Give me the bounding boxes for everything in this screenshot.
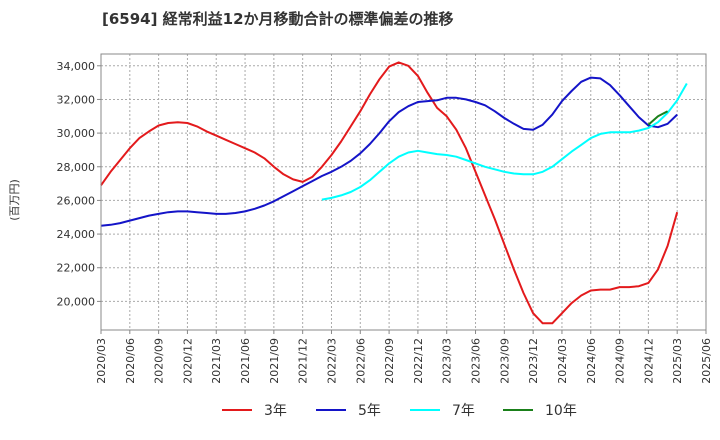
x-tick-label: 2023/03 <box>441 338 454 384</box>
x-tick-label: 2023/12 <box>527 338 540 384</box>
x-tick-label: 2020/12 <box>181 338 194 384</box>
x-tick-label: 2021/12 <box>297 338 310 384</box>
series-line-1 <box>100 61 679 325</box>
series-line-3 <box>321 83 688 201</box>
y-ticks: 20,000 22,000 24,000 26,000 28,000 30,000 32,0… <box>57 60 101 308</box>
chart-title: [6594] 経常利益12か月移動合計の標準偏差の推移 <box>102 10 454 28</box>
y-tick-label: 26,000 <box>57 194 96 207</box>
y-tick-label: 20,000 <box>57 295 96 308</box>
x-tick-label: 2022/03 <box>325 338 338 384</box>
series-line-4 <box>647 110 669 126</box>
y-tick-label: 28,000 <box>57 161 96 174</box>
y-tick-label: 30,000 <box>57 127 96 140</box>
x-tick-label: 2022/06 <box>354 338 367 384</box>
x-tick-label: 2021/09 <box>268 338 281 384</box>
x-tick-label: 2020/09 <box>153 338 166 384</box>
x-tick-label: 2021/06 <box>239 338 252 384</box>
x-tick-label: 2024/12 <box>642 338 655 384</box>
x-tick-label: 2020/06 <box>124 338 137 384</box>
legend-label: 7年 <box>452 403 475 419</box>
series-layer <box>100 61 688 325</box>
legend-label: 5年 <box>358 403 381 419</box>
x-tick-label: 2023/06 <box>470 338 483 384</box>
x-ticks: 2020/03 2020/06 2020/09 2020/12 2021/03 2021/… <box>95 330 713 384</box>
x-tick-label: 2021/03 <box>210 338 223 384</box>
legend-label: 10年 <box>545 403 577 419</box>
legend-label: 3年 <box>264 403 287 419</box>
y-axis-label: (百万円) <box>8 179 21 221</box>
series-line-2 <box>100 76 678 227</box>
y-tick-label: 24,000 <box>57 228 96 241</box>
plot-area <box>101 54 706 330</box>
x-tick-label: 2022/12 <box>412 338 425 384</box>
x-tick-label: 2020/03 <box>95 338 108 384</box>
plot-frame <box>100 53 707 331</box>
x-tick-label: 2024/03 <box>556 338 569 384</box>
x-tick-label: 2024/09 <box>614 338 627 384</box>
y-tick-label: 34,000 <box>57 60 96 73</box>
legend: 3年 5年 7年 10年 <box>222 403 577 419</box>
x-tick-label: 2025/03 <box>671 338 684 384</box>
x-tick-label: 2025/06 <box>700 338 713 384</box>
y-tick-label: 32,000 <box>57 93 96 106</box>
grid <box>101 54 706 330</box>
x-tick-label: 2024/06 <box>585 338 598 384</box>
y-tick-label: 22,000 <box>57 262 96 275</box>
x-tick-label: 2022/09 <box>383 338 396 384</box>
x-tick-label: 2023/09 <box>498 338 511 384</box>
